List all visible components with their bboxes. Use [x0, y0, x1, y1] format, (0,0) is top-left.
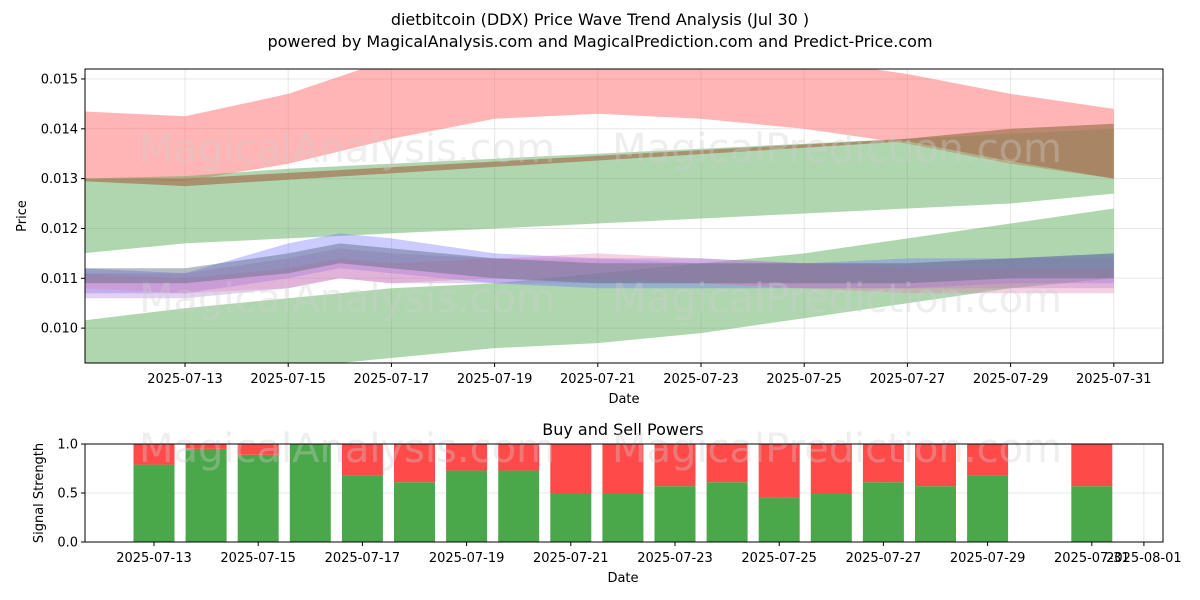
buy-power-bar: [862, 482, 904, 542]
signal-y-tick-label: 0.5: [57, 487, 78, 502]
sell-power-bar: [1071, 444, 1113, 487]
buy-power-bar: [237, 454, 279, 542]
price-y-ticks: 0.010 0.011 0.012 0.013 0.014 0.015: [41, 72, 85, 337]
chart-title: dietbitcoin (DDX) Price Wave Trend Analy…: [391, 10, 809, 29]
signal-x-tick-label: 2025-07-31: [1054, 551, 1130, 566]
price-plot-frame: [84, 68, 1164, 364]
signal-x-axis-label: Date: [607, 571, 638, 586]
price-x-tick-label: 2025-07-29: [973, 372, 1049, 387]
sell-power-bar: [133, 444, 175, 465]
watermark-bottom-right: MagicalPrediction.com: [612, 426, 1062, 472]
watermark-right: MagicalPrediction.com: [612, 126, 1062, 172]
signal-bars: [133, 444, 1113, 542]
price-band: [85, 248, 1114, 299]
buy-power-bar: [341, 475, 383, 542]
price-band: [85, 243, 1114, 284]
buy-power-bar: [550, 493, 592, 542]
watermark-left-lower: MagicalAnalysis.com: [139, 276, 555, 322]
watermark-left: MagicalAnalysis.com: [139, 126, 555, 172]
buy-power-bar: [185, 448, 227, 542]
signal-x-tick-label: 2025-07-29: [950, 551, 1026, 566]
signal-x-tick-label: 2025-07-21: [533, 551, 609, 566]
price-band: [85, 233, 1114, 294]
sell-power-bar: [446, 444, 488, 471]
sell-power-bar: [758, 444, 800, 498]
sell-power-bar: [341, 444, 383, 476]
price-band: [85, 208, 1114, 363]
buy-power-bar: [967, 475, 1009, 542]
sell-power-bar: [394, 444, 435, 483]
sell-power-bar: [862, 444, 904, 483]
buy-power-bar: [446, 470, 488, 542]
price-x-ticks: 2025-07-13 2025-07-15 2025-07-17 2025-07-19…: [147, 363, 1152, 387]
sell-power-bar: [810, 444, 852, 493]
signal-x-tick-label: 2025-07-23: [637, 551, 713, 566]
buy-power-bar: [706, 482, 748, 542]
signal-x-tick-label: 2025-07-27: [846, 551, 922, 566]
sell-power-bar: [237, 444, 279, 455]
price-bands: [85, 69, 1114, 363]
buy-power-bar: [915, 486, 956, 542]
price-band: [85, 123, 1114, 187]
buy-power-bar: [654, 486, 696, 542]
price-x-tick-label: 2025-07-31: [1076, 372, 1152, 387]
price-x-tick-label: 2025-07-15: [250, 372, 326, 387]
price-x-tick-label: 2025-07-13: [147, 372, 223, 387]
buy-power-bar: [602, 493, 644, 542]
price-x-axis-label: Date: [608, 392, 639, 407]
price-x-tick-label: 2025-07-25: [766, 372, 842, 387]
watermark-right-lower: MagicalPrediction.com: [612, 276, 1062, 322]
sell-power-bar: [185, 444, 227, 449]
price-x-tick-label: 2025-07-23: [663, 372, 739, 387]
signal-x-tick-label: 2025-07-13: [116, 551, 192, 566]
price-band: [85, 128, 1114, 254]
price-x-tick-label: 2025-07-17: [354, 372, 430, 387]
signal-x-tick-label: 2025-08-01: [1106, 551, 1182, 566]
price-band: [85, 253, 1114, 294]
sell-power-bar: [706, 444, 748, 483]
price-band: [85, 69, 1114, 182]
sell-power-bar: [654, 444, 696, 487]
buy-power-bar: [810, 493, 852, 542]
price-y-tick-label: 0.015: [41, 72, 78, 87]
price-y-tick-label: 0.011: [41, 272, 78, 287]
price-x-tick-label: 2025-07-21: [560, 372, 636, 387]
buy-power-bar: [758, 497, 800, 542]
signal-x-tick-label: 2025-07-19: [429, 551, 505, 566]
price-y-tick-label: 0.013: [41, 172, 78, 187]
signal-y-axis-label: Signal Strength: [32, 443, 47, 543]
sell-power-bar: [967, 444, 1009, 476]
signal-y-tick-label: 0.0: [57, 536, 78, 551]
sell-power-bar: [498, 444, 540, 471]
buy-power-bar: [394, 482, 435, 542]
buy-power-bar: [1071, 486, 1113, 542]
signal-x-tick-label: 2025-07-17: [325, 551, 401, 566]
price-y-axis-label: Price: [15, 200, 30, 232]
buy-power-bar: [289, 444, 331, 542]
price-x-tick-label: 2025-07-19: [457, 372, 533, 387]
price-y-tick-label: 0.012: [41, 222, 78, 237]
buy-power-bar: [498, 470, 540, 542]
price-panel: MagicalAnalysis.com MagicalPrediction.co…: [15, 68, 1164, 407]
watermark-bottom-left: MagicalAnalysis.com: [139, 426, 555, 472]
chart-subtitle: powered by MagicalAnalysis.com and Magic…: [267, 32, 932, 51]
sell-power-bar: [915, 444, 956, 487]
signal-panel: Buy and Sell Powers MagicalAnalysis.com …: [32, 420, 1182, 586]
sell-power-bar: [602, 444, 644, 493]
signal-x-ticks: 2025-07-13 2025-07-15 2025-07-17 2025-07-19…: [116, 542, 1182, 566]
signal-x-tick-label: 2025-07-25: [741, 551, 817, 566]
signal-panel-title: Buy and Sell Powers: [542, 420, 704, 439]
price-y-tick-label: 0.010: [41, 322, 78, 337]
signal-y-tick-label: 1.0: [57, 438, 78, 453]
price-y-tick-label: 0.014: [41, 122, 78, 137]
sell-power-bar: [550, 444, 592, 493]
price-x-tick-label: 2025-07-27: [870, 372, 946, 387]
signal-x-tick-label: 2025-07-15: [220, 551, 296, 566]
signal-y-ticks: 0.0 0.5 1.0: [57, 438, 85, 551]
buy-power-bar: [133, 464, 175, 542]
